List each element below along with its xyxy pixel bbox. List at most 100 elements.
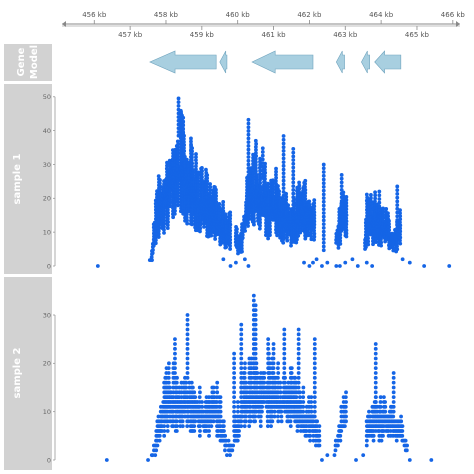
coverage-point: [166, 214, 170, 218]
coverage-point: [197, 433, 202, 438]
coverage-point: [196, 182, 201, 187]
coverage-point: [297, 180, 301, 185]
coverage-point: [234, 260, 238, 265]
coverage-point: [395, 192, 400, 196]
coverage-point: [167, 385, 172, 390]
coverage-point: [200, 400, 204, 404]
coverage-point: [228, 234, 233, 239]
coverage-point: [239, 375, 244, 380]
coverage-point: [253, 337, 258, 342]
gene-arrow: [361, 50, 370, 74]
gene-arrow: [251, 50, 314, 74]
coverage-point: [262, 380, 267, 385]
coverage-point: [366, 239, 371, 244]
coverage-point: [383, 409, 388, 414]
coverage-point: [239, 327, 244, 332]
coverage-point: [251, 177, 255, 181]
coverage-point: [185, 356, 190, 361]
coverage-point: [198, 429, 202, 433]
coverage-point: [228, 231, 232, 236]
coverage-point: [239, 332, 244, 337]
coverage-point: [374, 240, 378, 244]
coverage-point: [312, 390, 317, 395]
coverage-point: [166, 220, 170, 224]
coverage-point: [205, 182, 209, 187]
coverage-point: [184, 385, 189, 390]
coverage-point: [175, 185, 180, 189]
coverage-point: [251, 213, 256, 218]
coverage-point: [282, 332, 287, 337]
coverage-point: [162, 424, 167, 429]
coverage-point: [242, 371, 247, 375]
coverage-point: [371, 438, 376, 443]
coverage-point: [291, 150, 296, 155]
coverage-point: [156, 229, 161, 233]
coverage-point: [344, 204, 349, 208]
coverage-point: [236, 404, 240, 409]
coverage-point: [296, 366, 301, 371]
coverage-point: [367, 409, 371, 414]
coverage-point: [291, 169, 296, 174]
coverage-point: [336, 245, 341, 250]
coverage-point: [239, 351, 244, 356]
coverage-point: [260, 150, 265, 154]
axis-arrow-right-icon: [456, 21, 460, 27]
coverage-point: [162, 227, 166, 232]
coverage-point: [253, 160, 258, 165]
coverage-point: [281, 145, 286, 150]
coverage-point: [176, 148, 180, 153]
y-tick-label: 10: [43, 228, 51, 236]
coverage-point: [182, 146, 186, 150]
coverage-point: [185, 221, 190, 226]
coverage-point: [312, 404, 317, 409]
coverage-point: [204, 167, 208, 172]
coverage-point: [228, 210, 233, 215]
coverage-point: [296, 332, 301, 337]
coverage-point: [400, 257, 405, 262]
coverage-point: [398, 235, 403, 240]
coverage-point: [379, 438, 384, 443]
coverage-point: [369, 208, 373, 213]
coverage-point: [339, 191, 344, 196]
coverage-point: [146, 458, 150, 462]
coverage-point: [278, 390, 283, 395]
gene-arrow: [335, 50, 345, 74]
coverage-point: [282, 371, 287, 375]
coverage-point: [281, 152, 286, 157]
coverage-point: [173, 361, 177, 366]
coverage-point: [239, 356, 244, 361]
coverage-point: [312, 356, 317, 361]
coverage-point: [344, 225, 349, 230]
coverage-point: [196, 185, 201, 190]
coverage-point: [209, 424, 214, 429]
coverage-point: [253, 361, 258, 366]
coverage-point: [260, 172, 265, 177]
coverage-point: [398, 223, 403, 228]
coverage-point: [246, 155, 251, 159]
coverage-point: [391, 404, 396, 409]
coverage-point: [344, 219, 349, 224]
coverage-point: [381, 433, 385, 438]
coverage-point: [298, 395, 302, 400]
coverage-point: [343, 395, 348, 400]
coverage-point: [162, 429, 167, 433]
coverage-point: [232, 395, 237, 400]
coverage-point: [194, 155, 198, 160]
coverage-point: [185, 375, 190, 380]
coverage-point: [395, 203, 400, 207]
coverage-point: [161, 215, 166, 220]
coverage-point: [303, 184, 307, 189]
coverage-point: [303, 200, 308, 204]
coverage-point: [276, 414, 280, 419]
coverage-point: [156, 235, 161, 239]
coverage-point: [317, 433, 322, 438]
coverage-point: [254, 148, 258, 152]
coverage-point: [312, 216, 317, 221]
coverage-point: [272, 409, 277, 414]
coverage-point: [181, 119, 186, 124]
coverage-point: [197, 395, 202, 400]
coverage-point: [194, 161, 199, 166]
lower-tick-label: 465 kb: [405, 31, 430, 39]
coverage-point: [251, 171, 256, 175]
coverage-point: [307, 199, 312, 204]
